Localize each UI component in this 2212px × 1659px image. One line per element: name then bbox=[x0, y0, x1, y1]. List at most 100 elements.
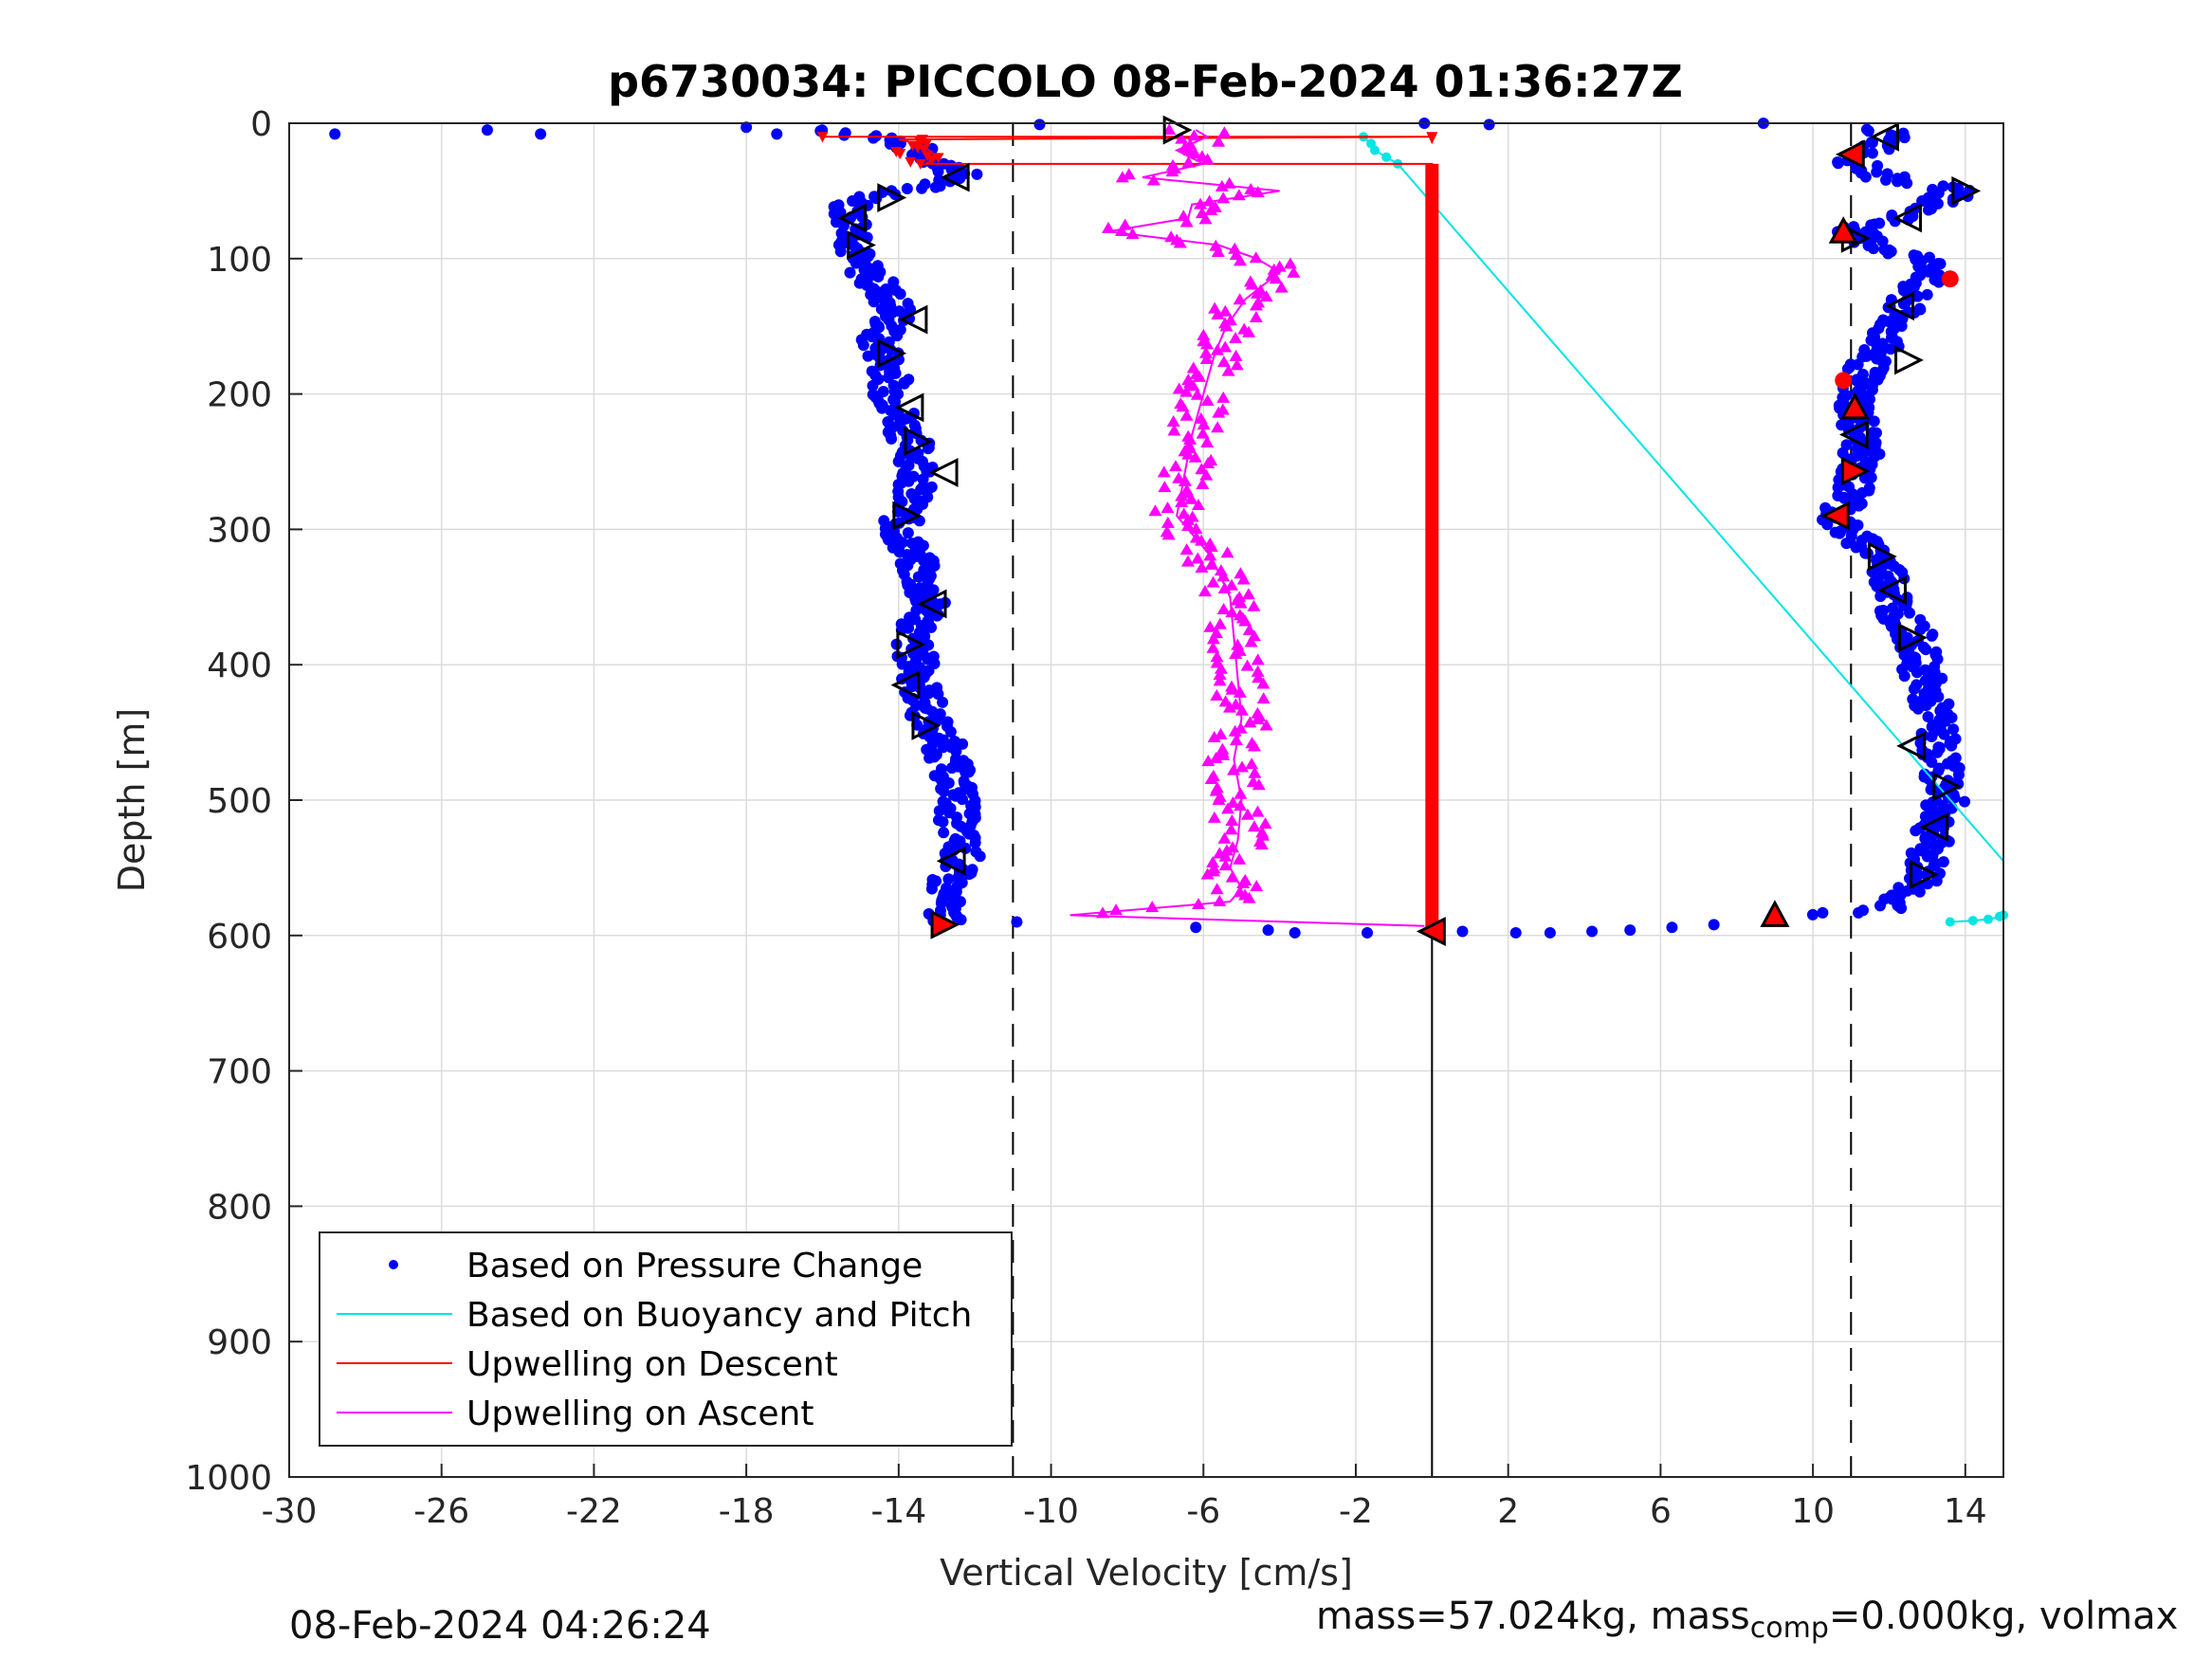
filled-triangle-marker bbox=[1828, 216, 1858, 244]
ascent-marker bbox=[1247, 599, 1261, 611]
ascent-marker bbox=[1228, 724, 1242, 737]
pressure-point bbox=[1834, 527, 1846, 539]
ascent-marker bbox=[1189, 522, 1203, 535]
open-triangle-marker bbox=[890, 670, 921, 701]
open-triangle-marker bbox=[1894, 345, 1924, 375]
ascent-marker bbox=[1216, 748, 1231, 760]
ascent-marker bbox=[1252, 778, 1266, 791]
ascent-marker bbox=[1211, 245, 1225, 257]
ascent-marker bbox=[1218, 859, 1233, 871]
footer-timestamp: 08-Feb-2024 04:26:24 bbox=[289, 1604, 711, 1648]
pressure-point bbox=[1898, 670, 1910, 683]
pressure-point bbox=[850, 257, 862, 269]
ascent-marker bbox=[1229, 332, 1243, 344]
pressure-point bbox=[1913, 885, 1926, 898]
pressure-point bbox=[1959, 795, 1971, 808]
pressure-point bbox=[1947, 723, 1960, 736]
pressure-point bbox=[957, 793, 969, 806]
x-tick-label: -6 bbox=[1186, 1492, 1220, 1531]
ascent-marker bbox=[1211, 421, 1225, 433]
mass-text: mass=57.024kg, mass bbox=[1316, 1595, 1750, 1638]
pressure-point bbox=[929, 181, 941, 193]
pressure-point bbox=[932, 165, 944, 177]
legend-swatch-dot bbox=[389, 1260, 398, 1269]
ascent-marker bbox=[1213, 894, 1227, 906]
series-upwelling-ascent bbox=[1069, 123, 1425, 927]
ascent-marker bbox=[1221, 802, 1235, 814]
pressure-point bbox=[838, 129, 850, 141]
ascent-marker bbox=[1209, 752, 1223, 764]
open-triangle-marker bbox=[1838, 420, 1869, 449]
ascent-marker bbox=[1188, 450, 1202, 463]
x-tick-label: -2 bbox=[1339, 1492, 1373, 1531]
pressure-point bbox=[922, 443, 934, 455]
ascent-marker bbox=[1186, 379, 1200, 392]
mass-subscript: comp bbox=[1749, 1612, 1829, 1645]
open-triangle-marker bbox=[911, 711, 941, 740]
ascent-marker bbox=[1158, 481, 1172, 493]
ascent-marker bbox=[1241, 588, 1255, 600]
ascent-marker bbox=[1234, 799, 1248, 811]
ascent-marker bbox=[1227, 763, 1241, 775]
descent-marker bbox=[925, 155, 938, 166]
descent-column bbox=[1425, 163, 1439, 932]
pressure-point bbox=[876, 402, 888, 414]
filled-triangle-marker bbox=[1819, 501, 1850, 531]
ascent-marker bbox=[1248, 766, 1262, 778]
descent-marker bbox=[816, 132, 829, 143]
ascent-marker bbox=[1206, 855, 1220, 867]
ascent-marker bbox=[1200, 436, 1215, 448]
pressure-point bbox=[1919, 832, 1931, 845]
ascent-marker bbox=[1161, 501, 1175, 514]
ascent-marker bbox=[1210, 883, 1224, 895]
filled-triangle-marker bbox=[1839, 392, 1870, 420]
pressure-point bbox=[868, 132, 880, 144]
ascent-marker bbox=[1210, 689, 1224, 702]
ascent-marker bbox=[1212, 793, 1226, 805]
ascent-marker bbox=[1179, 215, 1194, 228]
ascent-marker bbox=[1243, 716, 1257, 728]
red-dot-marker bbox=[1835, 372, 1853, 390]
reference-lines bbox=[1012, 123, 1853, 1477]
y-axis-label: Depth [m] bbox=[111, 708, 153, 893]
ascent-marker bbox=[1179, 409, 1194, 421]
pressure-point bbox=[1832, 157, 1844, 170]
ascent-marker bbox=[1096, 906, 1110, 919]
ascent-marker bbox=[1207, 811, 1221, 823]
ascent-marker bbox=[1224, 578, 1238, 591]
ascent-marker bbox=[1195, 560, 1209, 573]
ascent-marker bbox=[1194, 197, 1208, 210]
pressure-point bbox=[1931, 746, 1944, 758]
ascent-marker bbox=[1109, 903, 1124, 916]
ascent-marker bbox=[1252, 671, 1266, 684]
buoyancy-point bbox=[1983, 914, 1993, 924]
chart-title: p6730034: PICCOLO 08-Feb-2024 01:36:27Z bbox=[608, 56, 1683, 107]
ascent-marker bbox=[1259, 719, 1273, 731]
pressure-point bbox=[1898, 132, 1910, 144]
pressure-point bbox=[1945, 792, 1957, 804]
pressure-point bbox=[1885, 343, 1897, 356]
x-tick-label: -10 bbox=[1023, 1492, 1079, 1531]
ascent-marker bbox=[1234, 760, 1249, 773]
ascent-marker bbox=[1197, 585, 1212, 597]
mass-rest: =0.000kg, volmax bbox=[1828, 1595, 2179, 1638]
pressure-point bbox=[938, 827, 950, 839]
ascent-marker bbox=[1234, 254, 1248, 266]
pressure-point bbox=[1832, 482, 1844, 494]
pressure-point bbox=[910, 604, 923, 616]
ascent-marker bbox=[1236, 876, 1251, 888]
ascent-marker bbox=[1206, 641, 1220, 653]
ascent-marker bbox=[1222, 176, 1236, 189]
buoyancy-point bbox=[1381, 152, 1392, 162]
open-triangle-marker bbox=[1870, 121, 1899, 152]
pressure-point bbox=[937, 696, 949, 708]
ascent-marker bbox=[1236, 573, 1251, 585]
pressure-point bbox=[1866, 147, 1878, 159]
pressure-point bbox=[1289, 926, 1301, 939]
pressure-point bbox=[862, 350, 874, 362]
ascent-marker bbox=[1213, 617, 1227, 629]
pressure-point bbox=[901, 182, 913, 194]
ascent-marker bbox=[1181, 155, 1196, 168]
ascent-marker bbox=[1244, 635, 1258, 647]
ascent-marker bbox=[1220, 546, 1234, 558]
